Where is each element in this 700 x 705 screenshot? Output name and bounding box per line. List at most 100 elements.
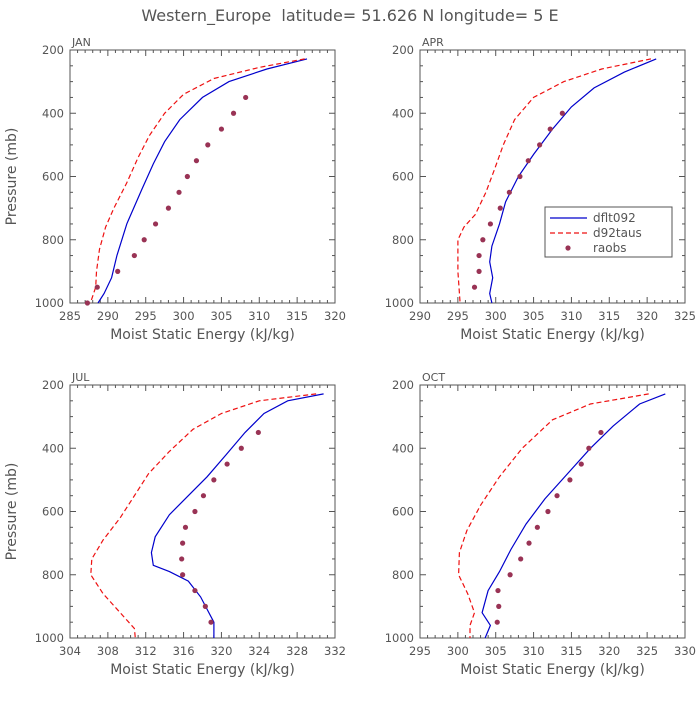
y-tick-label: 200 — [392, 378, 414, 392]
raobs-point — [494, 619, 500, 625]
x-tick-label: 325 — [674, 309, 696, 323]
x-tick-label: 305 — [210, 309, 232, 323]
x-tick-label: 305 — [523, 309, 545, 323]
x-tick-label: 310 — [560, 309, 582, 323]
x-tick-label: 295 — [135, 309, 157, 323]
raobs-point — [496, 603, 502, 609]
y-tick-label: 400 — [42, 106, 64, 120]
raobs-point — [537, 142, 543, 148]
y-axis-label: Pressure (mb) — [4, 128, 20, 226]
raobs-point — [526, 540, 532, 546]
raobs-point — [578, 461, 584, 467]
raobs-point — [238, 445, 244, 451]
raobs-point — [476, 252, 482, 259]
panel-oct: OCT 295 300 305 310 315 320 325 330 200 400 600 800 1… — [385, 371, 696, 678]
legend-swatch-raobs — [565, 245, 571, 251]
raobs-point — [182, 524, 189, 530]
x-tick-label: 320 — [636, 309, 658, 323]
legend-label: raobs — [593, 241, 627, 255]
raobs-point — [184, 173, 190, 180]
raobs-point — [497, 205, 503, 211]
raobs-point — [506, 189, 512, 195]
raobs-point — [115, 268, 121, 274]
raobs-point — [205, 142, 211, 148]
y-tick-label: 800 — [42, 568, 64, 582]
dflt092-line — [489, 58, 657, 304]
raobs-point — [554, 493, 560, 499]
y-axis-label: Pressure (mb) — [4, 463, 20, 561]
raobs-point — [94, 284, 100, 290]
d92taus-line — [90, 393, 317, 639]
x-tick-label: 320 — [324, 309, 346, 323]
y-tick-label: 800 — [392, 233, 414, 247]
y-tick-label: 400 — [392, 441, 414, 455]
panel-apr: APR 290 295 300 305 310 315 320 325 200 400 600 800 1… — [385, 36, 696, 343]
y-tick-label: 200 — [42, 378, 64, 392]
raobs-point — [176, 189, 182, 195]
y-tick-label: 400 — [42, 441, 64, 455]
raobs-point — [192, 508, 198, 515]
raobs-point — [507, 572, 513, 578]
raobs-point — [534, 524, 540, 530]
raobs-point — [179, 556, 185, 562]
panel-jul: JUL 304 308 312 316 320 324 328 332 200 400 600 800 1… — [4, 371, 346, 678]
x-tick-label: 305 — [485, 644, 507, 658]
panel-title: JAN — [71, 36, 91, 49]
dflt092-line — [481, 393, 666, 639]
x-tick-label: 285 — [59, 309, 81, 323]
raobs-point — [200, 493, 207, 499]
x-tick-label: 300 — [173, 309, 195, 323]
y-tick-label: 1000 — [385, 296, 414, 310]
x-tick-label: 300 — [447, 644, 469, 658]
raobs-point — [180, 572, 186, 578]
x-tick-label: 308 — [97, 644, 119, 658]
panel-title: APR — [422, 36, 444, 49]
raobs-point — [243, 94, 249, 101]
raobs-point — [547, 126, 553, 132]
figure-title: Western_Europe latitude= 51.626 N longit… — [141, 6, 558, 26]
x-tick-label: 316 — [173, 644, 195, 658]
x-tick-label: 312 — [135, 644, 157, 658]
y-tick-label: 600 — [392, 505, 414, 519]
x-tick-label: 310 — [248, 309, 270, 323]
x-axis-label: Moist Static Energy (kJ/kg) — [460, 662, 645, 678]
y-tick-label: 600 — [42, 505, 64, 519]
raobs-point — [230, 110, 237, 116]
x-tick-label: 315 — [560, 644, 582, 658]
raobs-point — [567, 477, 573, 483]
raobs-point — [471, 284, 478, 290]
raobs-point — [586, 445, 592, 451]
d92taus-line — [457, 393, 649, 638]
raobs-point — [208, 619, 214, 625]
x-tick-label: 304 — [59, 644, 81, 658]
raobs-point — [517, 173, 523, 180]
x-tick-label: 320 — [598, 644, 620, 658]
y-tick-label: 600 — [392, 170, 414, 184]
d92taus-line — [457, 58, 652, 304]
raobs-point — [224, 461, 230, 467]
x-axis-label: Moist Static Energy (kJ/kg) — [110, 327, 295, 343]
x-tick-label: 324 — [248, 644, 270, 658]
x-tick-label: 310 — [523, 644, 545, 658]
x-tick-label: 325 — [636, 644, 658, 658]
y-tick-label: 800 — [42, 233, 64, 247]
legend-label: d92taus — [593, 226, 642, 240]
y-tick-label: 1000 — [35, 296, 64, 310]
raobs-point — [518, 556, 524, 562]
x-tick-label: 295 — [409, 644, 431, 658]
x-tick-label: 315 — [286, 309, 308, 323]
x-tick-label: 328 — [286, 644, 308, 658]
raobs-point — [193, 158, 200, 164]
y-tick-label: 400 — [392, 106, 414, 120]
y-tick-label: 200 — [42, 43, 64, 57]
raobs-point — [545, 508, 551, 515]
x-axis-label: Moist Static Energy (kJ/kg) — [460, 327, 645, 343]
y-tick-label: 200 — [392, 43, 414, 57]
panel-title: OCT — [422, 371, 445, 384]
raobs-point — [141, 237, 147, 243]
raobs-point — [131, 252, 137, 259]
raobs-point — [487, 221, 494, 227]
raobs-point — [495, 587, 501, 594]
